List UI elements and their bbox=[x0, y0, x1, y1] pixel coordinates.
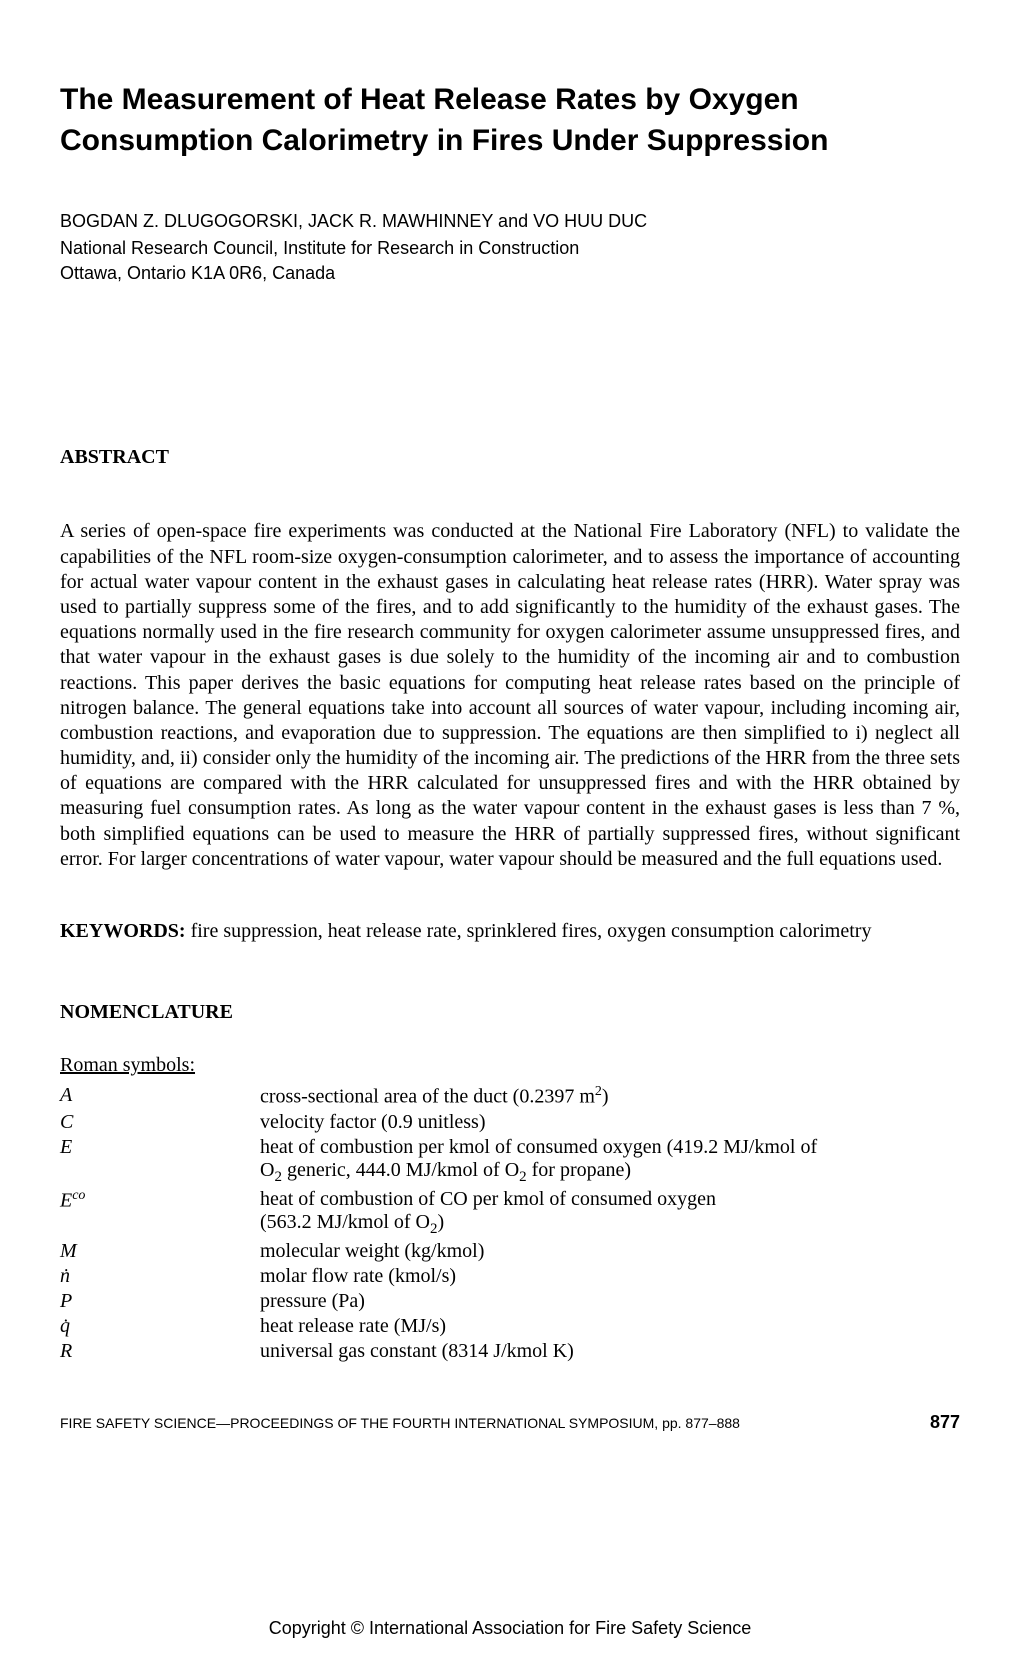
symbol: R bbox=[60, 1339, 260, 1364]
symbol-description: molecular weight (kg/kmol) bbox=[260, 1239, 817, 1264]
paper-title: The Measurement of Heat Release Rates by… bbox=[60, 80, 960, 161]
keywords-text: fire suppression, heat release rate, spr… bbox=[186, 920, 872, 942]
keywords-label: KEYWORDS: bbox=[60, 920, 186, 942]
authors: BOGDAN Z. DLUGOGORSKI, JACK R. MAWHINNEY… bbox=[60, 211, 960, 232]
affiliation-line1: National Research Council, Institute for… bbox=[60, 236, 960, 261]
symbol-description: heat of combustion of CO per kmol of con… bbox=[260, 1187, 817, 1239]
symbol-description: heat of combustion per kmol of consumed … bbox=[260, 1135, 817, 1187]
table-row: q̇ heat release rate (MJ/s) bbox=[60, 1314, 817, 1339]
symbol-description: heat release rate (MJ/s) bbox=[260, 1314, 817, 1339]
table-row: Eco heat of combustion of CO per kmol of… bbox=[60, 1187, 817, 1239]
symbol: M bbox=[60, 1239, 260, 1264]
footer: FIRE SAFETY SCIENCE—PROCEEDINGS OF THE F… bbox=[60, 1412, 960, 1433]
table-row: R universal gas constant (8314 J/kmol K) bbox=[60, 1339, 817, 1364]
symbol: q̇ bbox=[60, 1314, 260, 1339]
page-number: 877 bbox=[930, 1412, 960, 1433]
nomenclature-heading: NOMENCLATURE bbox=[60, 1001, 960, 1024]
symbol-description: velocity factor (0.9 unitless) bbox=[260, 1110, 817, 1135]
symbol-description: molar flow rate (kmol/s) bbox=[260, 1264, 817, 1289]
table-row: A cross-sectional area of the duct (0.23… bbox=[60, 1083, 817, 1110]
table-row: P pressure (Pa) bbox=[60, 1289, 817, 1314]
symbol: C bbox=[60, 1110, 260, 1135]
symbol: A bbox=[60, 1083, 260, 1110]
affiliation-line2: Ottawa, Ontario K1A 0R6, Canada bbox=[60, 261, 960, 286]
table-row: ṅ molar flow rate (kmol/s) bbox=[60, 1264, 817, 1289]
abstract-body: A series of open-space fire experiments … bbox=[60, 519, 960, 872]
symbol-description: cross-sectional area of the duct (0.2397… bbox=[260, 1083, 817, 1110]
nomenclature-table: A cross-sectional area of the duct (0.23… bbox=[60, 1083, 817, 1364]
keywords-block: KEYWORDS: fire suppression, heat release… bbox=[60, 916, 960, 946]
symbol-description: pressure (Pa) bbox=[260, 1289, 817, 1314]
roman-symbols-subhead: Roman symbols: bbox=[60, 1054, 960, 1077]
table-row: M molecular weight (kg/kmol) bbox=[60, 1239, 817, 1264]
symbol: ṅ bbox=[60, 1264, 260, 1289]
symbol-description: universal gas constant (8314 J/kmol K) bbox=[260, 1339, 817, 1364]
abstract-heading: ABSTRACT bbox=[60, 446, 960, 469]
table-row: C velocity factor (0.9 unitless) bbox=[60, 1110, 817, 1135]
table-row: E heat of combustion per kmol of consume… bbox=[60, 1135, 817, 1187]
proceedings-citation: FIRE SAFETY SCIENCE—PROCEEDINGS OF THE F… bbox=[60, 1415, 740, 1431]
symbol: Eco bbox=[60, 1187, 260, 1239]
copyright-notice: Copyright © International Association fo… bbox=[0, 1618, 1020, 1639]
symbol: E bbox=[60, 1135, 260, 1187]
symbol: P bbox=[60, 1289, 260, 1314]
